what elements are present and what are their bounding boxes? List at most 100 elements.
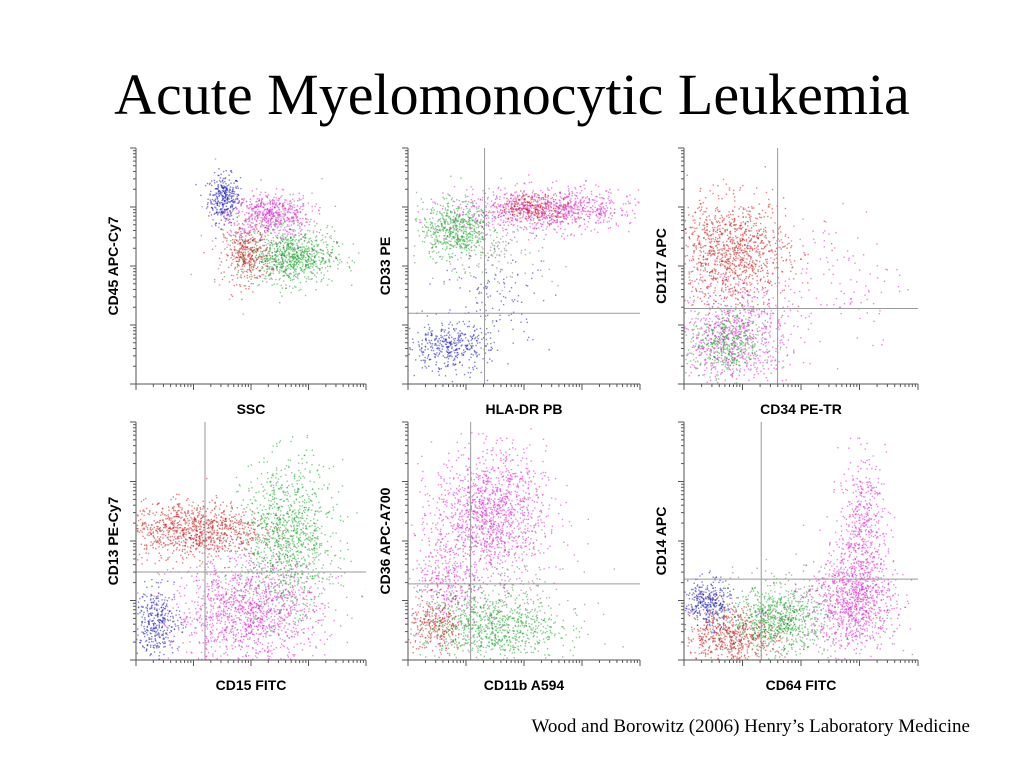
event-dot bbox=[312, 232, 315, 234]
event-dot bbox=[493, 248, 496, 250]
event-dot bbox=[314, 257, 316, 259]
event-dot bbox=[268, 268, 271, 270]
event-dot bbox=[603, 198, 605, 200]
event-dot bbox=[289, 260, 291, 262]
event-dot bbox=[709, 241, 711, 243]
event-dot bbox=[251, 213, 254, 215]
event-dot bbox=[468, 252, 470, 254]
event-dot bbox=[291, 247, 294, 249]
event-dot bbox=[449, 343, 451, 345]
event-dot bbox=[494, 250, 496, 252]
event-dot bbox=[243, 265, 246, 267]
event-dot bbox=[576, 204, 578, 206]
event-dot bbox=[243, 246, 246, 248]
event-dot bbox=[250, 282, 252, 285]
event-dot bbox=[449, 355, 451, 357]
event-dot bbox=[476, 356, 478, 358]
event-dot bbox=[469, 226, 472, 229]
event-dot bbox=[486, 198, 489, 200]
event-dot bbox=[528, 212, 530, 214]
event-dot bbox=[561, 213, 563, 215]
event-dot bbox=[255, 242, 257, 244]
event-dot bbox=[562, 213, 565, 215]
event-dot bbox=[270, 210, 272, 212]
event-dot bbox=[244, 238, 247, 240]
event-dot bbox=[467, 233, 469, 235]
event-dot bbox=[484, 215, 486, 218]
event-dot bbox=[308, 238, 310, 240]
event-dot bbox=[481, 221, 484, 223]
event-dot bbox=[459, 339, 461, 342]
event-dot bbox=[699, 242, 701, 244]
event-dot bbox=[466, 239, 468, 241]
event-dot bbox=[286, 244, 288, 246]
event-dot bbox=[449, 257, 451, 259]
event-dot bbox=[261, 260, 263, 263]
event-dot bbox=[320, 252, 322, 254]
event-dot bbox=[535, 227, 537, 230]
event-dot bbox=[485, 234, 488, 236]
event-dot bbox=[478, 215, 480, 217]
event-dot bbox=[277, 259, 279, 262]
event-dot bbox=[276, 266, 278, 268]
event-dot bbox=[779, 225, 781, 228]
event-dot bbox=[468, 325, 470, 328]
event-dot bbox=[444, 340, 446, 343]
event-dot bbox=[456, 225, 458, 227]
event-dot bbox=[305, 236, 307, 239]
event-dot bbox=[435, 225, 437, 228]
event-dot bbox=[461, 235, 464, 238]
event-dot bbox=[300, 211, 302, 213]
event-dot bbox=[311, 241, 313, 243]
event-dot bbox=[434, 240, 436, 242]
event-dot bbox=[315, 265, 317, 268]
event-dot bbox=[461, 200, 463, 203]
event-dot bbox=[501, 227, 504, 229]
event-dot bbox=[308, 223, 310, 226]
event-dot bbox=[241, 245, 243, 247]
event-dot bbox=[442, 256, 444, 258]
event-dot bbox=[455, 228, 457, 231]
event-dot bbox=[249, 253, 251, 256]
event-dot bbox=[249, 264, 252, 266]
event-dot bbox=[288, 275, 290, 277]
event-dot bbox=[317, 243, 320, 246]
event-dot bbox=[457, 238, 459, 240]
event-dot bbox=[229, 234, 231, 236]
event-dot bbox=[282, 275, 284, 277]
event-dot bbox=[266, 208, 269, 210]
event-dot bbox=[741, 261, 743, 263]
event-dot bbox=[231, 252, 233, 254]
event-dot bbox=[456, 214, 458, 216]
event-dot bbox=[502, 204, 504, 206]
event-dot bbox=[289, 193, 291, 196]
event-dot bbox=[245, 246, 247, 248]
event-dot bbox=[258, 222, 261, 225]
event-dot bbox=[214, 281, 216, 283]
event-dot bbox=[483, 221, 485, 224]
event-dot bbox=[515, 209, 517, 211]
event-dot bbox=[699, 203, 701, 205]
event-dot bbox=[703, 237, 705, 239]
event-dot bbox=[479, 238, 481, 240]
event-dot bbox=[424, 356, 426, 359]
event-dot bbox=[439, 350, 442, 352]
event-dot bbox=[291, 248, 293, 250]
event-dot bbox=[442, 355, 444, 357]
event-dot bbox=[300, 261, 302, 263]
event-dot bbox=[449, 230, 451, 233]
event-dot bbox=[559, 192, 561, 194]
event-dot bbox=[600, 212, 603, 215]
event-dot bbox=[521, 313, 523, 316]
event-dot bbox=[223, 234, 225, 236]
event-dot bbox=[275, 250, 277, 252]
event-dot bbox=[688, 273, 691, 275]
event-dot bbox=[557, 208, 560, 210]
event-dot bbox=[221, 212, 223, 214]
event-dot bbox=[430, 331, 432, 333]
event-dot bbox=[292, 271, 295, 274]
event-dot bbox=[738, 227, 740, 229]
event-dot bbox=[444, 339, 447, 341]
event-dot bbox=[435, 252, 438, 254]
event-dot bbox=[762, 248, 764, 250]
